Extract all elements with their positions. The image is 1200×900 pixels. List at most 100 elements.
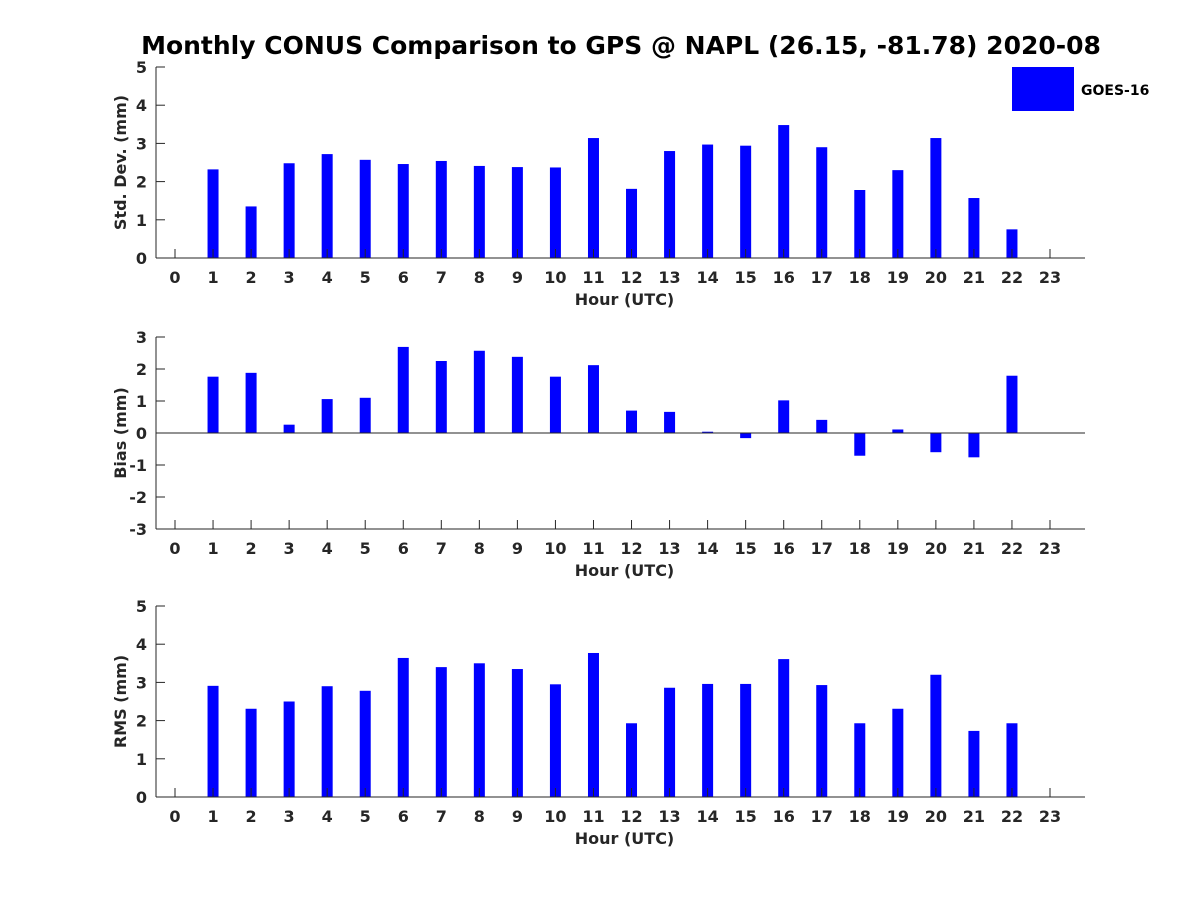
x-tick-label: 3 <box>284 268 295 287</box>
bar-hour-12 <box>626 723 638 797</box>
bar-hour-21 <box>968 433 980 458</box>
bar-hour-18 <box>854 433 866 456</box>
y-tick-label: 3 <box>136 134 147 153</box>
x-tick-label: 0 <box>169 807 180 826</box>
y-tick-label: -1 <box>129 456 147 475</box>
y-tick-label: 5 <box>136 597 147 616</box>
x-tick-label: 15 <box>735 807 757 826</box>
bar-hour-6 <box>397 657 409 797</box>
bar-hour-10 <box>549 376 561 433</box>
x-tick-label: 4 <box>322 539 333 558</box>
legend-label: GOES-16 <box>1081 83 1149 99</box>
bar-hour-14 <box>702 431 714 433</box>
bar-series <box>207 346 1018 458</box>
bar-series <box>207 125 1018 258</box>
y-tick-label: 0 <box>136 788 147 807</box>
bar-hour-9 <box>511 669 523 797</box>
x-tick-label: 3 <box>284 807 295 826</box>
chart-title: Monthly CONUS Comparison to GPS @ NAPL (… <box>141 31 1101 60</box>
x-tick-label: 13 <box>658 807 680 826</box>
bar-hour-15 <box>740 683 752 797</box>
x-tick-label: 4 <box>322 268 333 287</box>
x-tick-label: 18 <box>849 539 871 558</box>
x-tick-label: 6 <box>398 807 409 826</box>
x-ticks: 0 1 2 3 4 5 6 7 8 9 10 11 12 13 14 15 16 17 18 19 20 21 22 23 <box>169 520 1061 558</box>
x-tick-label: 7 <box>436 539 447 558</box>
x-tick-label: 14 <box>696 268 718 287</box>
x-tick-label: 22 <box>1001 539 1023 558</box>
bar-hour-21 <box>968 198 980 258</box>
x-tick-label: 11 <box>582 268 604 287</box>
x-tick-label: 23 <box>1039 539 1061 558</box>
bar-hour-13 <box>664 687 676 797</box>
y-tick-label: 2 <box>136 712 147 731</box>
y-tick-label: -2 <box>129 488 147 507</box>
legend[interactable]: GOES-16 <box>1012 67 1149 111</box>
bar-hour-21 <box>968 730 980 797</box>
bar-hour-20 <box>930 138 942 258</box>
bar-hour-3 <box>283 701 295 797</box>
bar-hour-16 <box>778 659 790 797</box>
y-tick-label: 1 <box>136 211 147 230</box>
x-tick-label: 10 <box>544 268 566 287</box>
bar-hour-14 <box>702 683 714 797</box>
x-tick-label: 1 <box>207 807 218 826</box>
y-tick-label: 4 <box>136 96 147 115</box>
y-ticks: 0 1 2 3 4 5 <box>136 58 165 268</box>
x-tick-label: 6 <box>398 268 409 287</box>
y-tick-label: 2 <box>136 360 147 379</box>
x-tick-label: 22 <box>1001 807 1023 826</box>
x-tick-label: 14 <box>696 539 718 558</box>
x-tick-label: 9 <box>512 807 523 826</box>
x-tick-label: 0 <box>169 268 180 287</box>
x-tick-label: 10 <box>544 539 566 558</box>
x-tick-label: 7 <box>436 807 447 826</box>
bar-hour-17 <box>816 419 828 433</box>
x-tick-label: 16 <box>773 807 795 826</box>
x-ticks: 0 1 2 3 4 5 6 7 8 9 10 11 12 13 14 15 16 17 18 19 20 21 22 23 <box>169 249 1061 287</box>
bar-hour-7 <box>435 160 447 258</box>
x-tick-label: 4 <box>322 807 333 826</box>
x-axis-label: Hour (UTC) <box>575 829 675 848</box>
x-tick-label: 10 <box>544 807 566 826</box>
bar-hour-1 <box>207 685 219 797</box>
x-tick-label: 5 <box>360 807 371 826</box>
x-tick-label: 18 <box>849 807 871 826</box>
x-tick-label: 14 <box>696 807 718 826</box>
x-tick-label: 11 <box>582 807 604 826</box>
bar-hour-3 <box>283 424 295 433</box>
x-tick-label: 11 <box>582 539 604 558</box>
y-tick-label: 0 <box>136 249 147 268</box>
bar-hour-5 <box>359 397 371 433</box>
bar-hour-14 <box>702 144 714 258</box>
x-tick-label: 23 <box>1039 807 1061 826</box>
y-tick-label: 1 <box>136 750 147 769</box>
y-tick-label: 2 <box>136 173 147 192</box>
x-tick-label: 20 <box>925 807 947 826</box>
x-tick-label: 0 <box>169 539 180 558</box>
bar-hour-7 <box>435 361 447 433</box>
y-tick-label: 1 <box>136 392 147 411</box>
x-tick-label: 7 <box>436 268 447 287</box>
bar-hour-5 <box>359 690 371 797</box>
bar-hour-1 <box>207 376 219 433</box>
bar-hour-1 <box>207 169 219 258</box>
bar-hour-4 <box>321 154 333 258</box>
x-tick-label: 2 <box>246 539 257 558</box>
bar-hour-2 <box>245 708 257 797</box>
bar-hour-4 <box>321 399 333 433</box>
bar-hour-8 <box>473 663 485 797</box>
bar-hour-8 <box>473 350 485 433</box>
x-tick-label: 5 <box>360 539 371 558</box>
x-ticks: 0 1 2 3 4 5 6 7 8 9 10 11 12 13 14 15 16 17 18 19 20 21 22 23 <box>169 788 1061 826</box>
x-axis-label: Hour (UTC) <box>575 290 675 309</box>
y-axis-label: Bias (mm) <box>111 387 130 479</box>
bar-hour-17 <box>816 147 828 258</box>
x-tick-label: 9 <box>512 268 523 287</box>
bar-hour-22 <box>1006 229 1018 258</box>
bar-hour-15 <box>740 145 752 258</box>
x-tick-label: 16 <box>773 268 795 287</box>
